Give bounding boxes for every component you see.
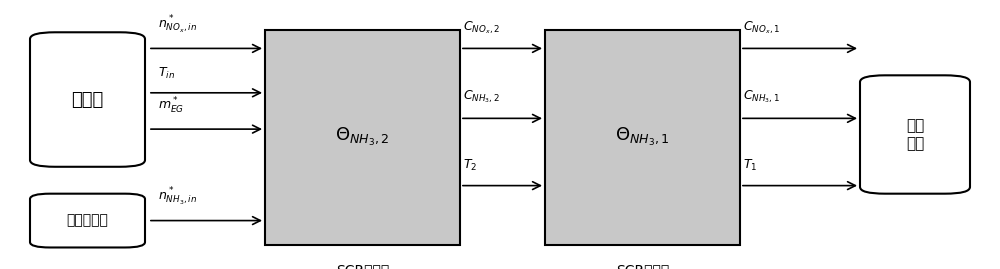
Text: $C_{NH_3,2}$: $C_{NH_3,2}$ <box>463 89 500 105</box>
Text: $\Theta_{NH_3,2}$: $\Theta_{NH_3,2}$ <box>335 126 390 148</box>
Bar <box>265 30 460 245</box>
Text: 尿素喷射器: 尿素喷射器 <box>67 214 108 228</box>
Text: SCR主单元: SCR主单元 <box>616 264 669 269</box>
Text: $C_{NH_3,1}$: $C_{NH_3,1}$ <box>743 89 780 105</box>
Text: 发动机: 发动机 <box>71 91 104 108</box>
Text: $T_1$: $T_1$ <box>743 158 757 173</box>
Text: $n^*_{NO_x,in}$: $n^*_{NO_x,in}$ <box>158 13 197 35</box>
Text: $C_{NO_x,1}$: $C_{NO_x,1}$ <box>743 19 780 36</box>
Bar <box>545 30 740 245</box>
Text: SCR从单元: SCR从单元 <box>336 264 389 269</box>
Text: $C_{NO_x,2}$: $C_{NO_x,2}$ <box>463 19 500 36</box>
Text: $m^*_{EG}$: $m^*_{EG}$ <box>158 95 184 116</box>
FancyBboxPatch shape <box>860 75 970 194</box>
Text: 排气
出口: 排气 出口 <box>906 118 924 151</box>
Text: $\Theta_{NH_3,1}$: $\Theta_{NH_3,1}$ <box>615 126 670 148</box>
Text: $n^*_{NH_3,in}$: $n^*_{NH_3,in}$ <box>158 185 197 207</box>
FancyBboxPatch shape <box>30 194 145 247</box>
FancyBboxPatch shape <box>30 32 145 167</box>
Text: $T_{in}$: $T_{in}$ <box>158 66 175 81</box>
Text: $T_2$: $T_2$ <box>463 158 477 173</box>
